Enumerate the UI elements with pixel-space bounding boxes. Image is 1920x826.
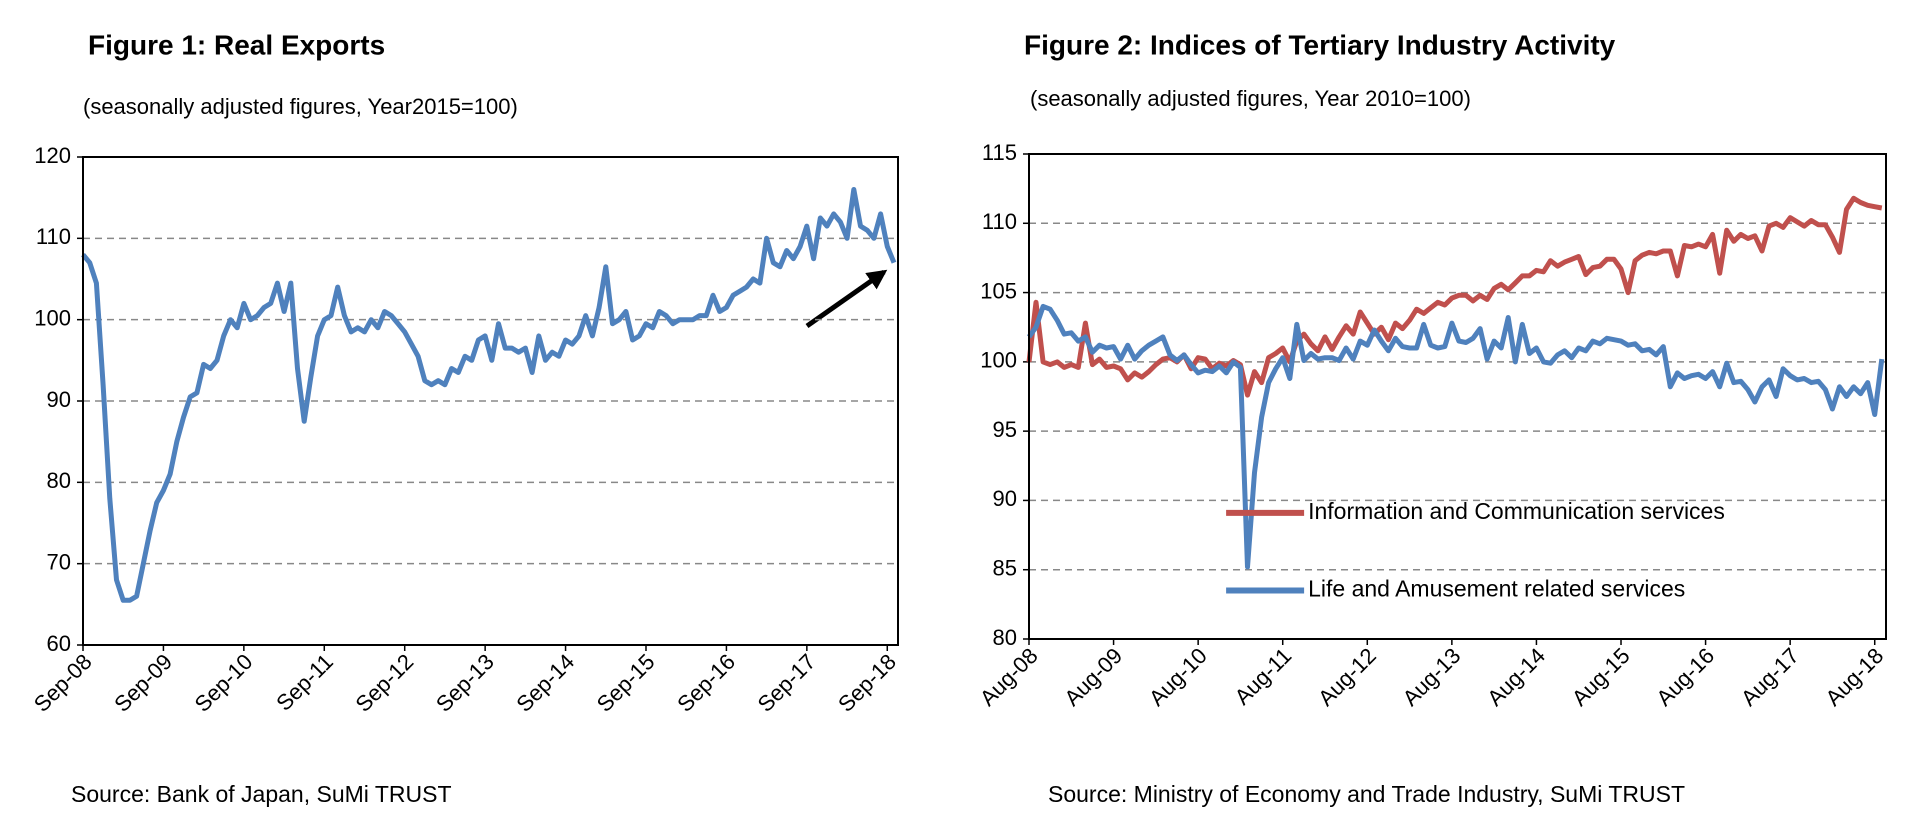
y-tick-label: 80 — [47, 468, 71, 493]
series-line — [1026, 303, 1885, 570]
series-line — [81, 187, 897, 603]
x-tick-label: Sep-13 — [431, 649, 499, 717]
y-tick-label: 85 — [993, 556, 1017, 581]
x-tick-label: Aug-10 — [1144, 643, 1212, 711]
x-tick-label: Aug-09 — [1059, 643, 1127, 711]
x-tick-label: Sep-12 — [351, 649, 419, 717]
y-tick-label: 115 — [982, 140, 1017, 165]
x-tick-label: Sep-16 — [672, 649, 740, 717]
x-tick-label: Aug-13 — [1398, 643, 1466, 711]
x-tick-label: Sep-10 — [190, 649, 258, 717]
x-tick-label: Aug-16 — [1651, 643, 1719, 711]
chart-title: Figure 1: Real Exports — [88, 29, 385, 60]
x-tick-label: Aug-14 — [1482, 643, 1550, 711]
legend-label: Life and Amusement related services — [1308, 576, 1685, 602]
x-tick-label: Sep-17 — [753, 649, 821, 717]
y-tick-label: 90 — [47, 387, 71, 412]
y-tick-label: 80 — [993, 625, 1017, 650]
chart-title: Figure 2: Indices of Tertiary Industry A… — [1024, 29, 1616, 60]
x-tick-label: Sep-15 — [592, 649, 660, 717]
x-tick-label: Sep-09 — [109, 649, 177, 717]
y-tick-label: 100 — [34, 305, 71, 330]
source-note: Source: Ministry of Economy and Trade In… — [1048, 781, 1685, 807]
y-tick-label: 105 — [980, 278, 1017, 303]
plot-frame — [82, 156, 899, 646]
x-tick-label: Aug-18 — [1821, 643, 1889, 711]
y-tick-label: 60 — [47, 631, 71, 656]
y-tick-label: 120 — [34, 143, 71, 168]
source-note: Source: Bank of Japan, SuMi TRUST — [71, 781, 452, 807]
x-tick-label: Aug-17 — [1736, 643, 1804, 711]
y-tick-label: 110 — [982, 209, 1017, 234]
x-tick-label: Sep-08 — [29, 649, 97, 717]
y-tick-label: 90 — [993, 486, 1017, 511]
x-tick-label: Aug-11 — [1230, 643, 1297, 710]
x-tick-label: Aug-15 — [1567, 643, 1635, 711]
arrow — [805, 269, 888, 329]
x-tick-label: Sep-18 — [833, 649, 901, 717]
x-tick-label: Aug-12 — [1313, 643, 1381, 711]
y-tick-label: 70 — [47, 549, 71, 574]
x-tick-label: Sep-11 — [271, 649, 338, 716]
chart-subtitle: (seasonally adjusted figures, Year2015=1… — [83, 94, 518, 119]
plot-frame — [1028, 153, 1887, 640]
legend-label: Information and Communication services — [1308, 498, 1725, 524]
y-tick-label: 95 — [993, 417, 1017, 442]
x-tick-label: Sep-14 — [511, 649, 579, 717]
x-tick-label: Aug-08 — [975, 643, 1043, 711]
chart-subtitle: (seasonally adjusted figures, Year 2010=… — [1030, 86, 1471, 111]
series-line — [1026, 195, 1883, 398]
y-tick-label: 100 — [980, 348, 1017, 373]
y-tick-label: 110 — [36, 224, 71, 249]
